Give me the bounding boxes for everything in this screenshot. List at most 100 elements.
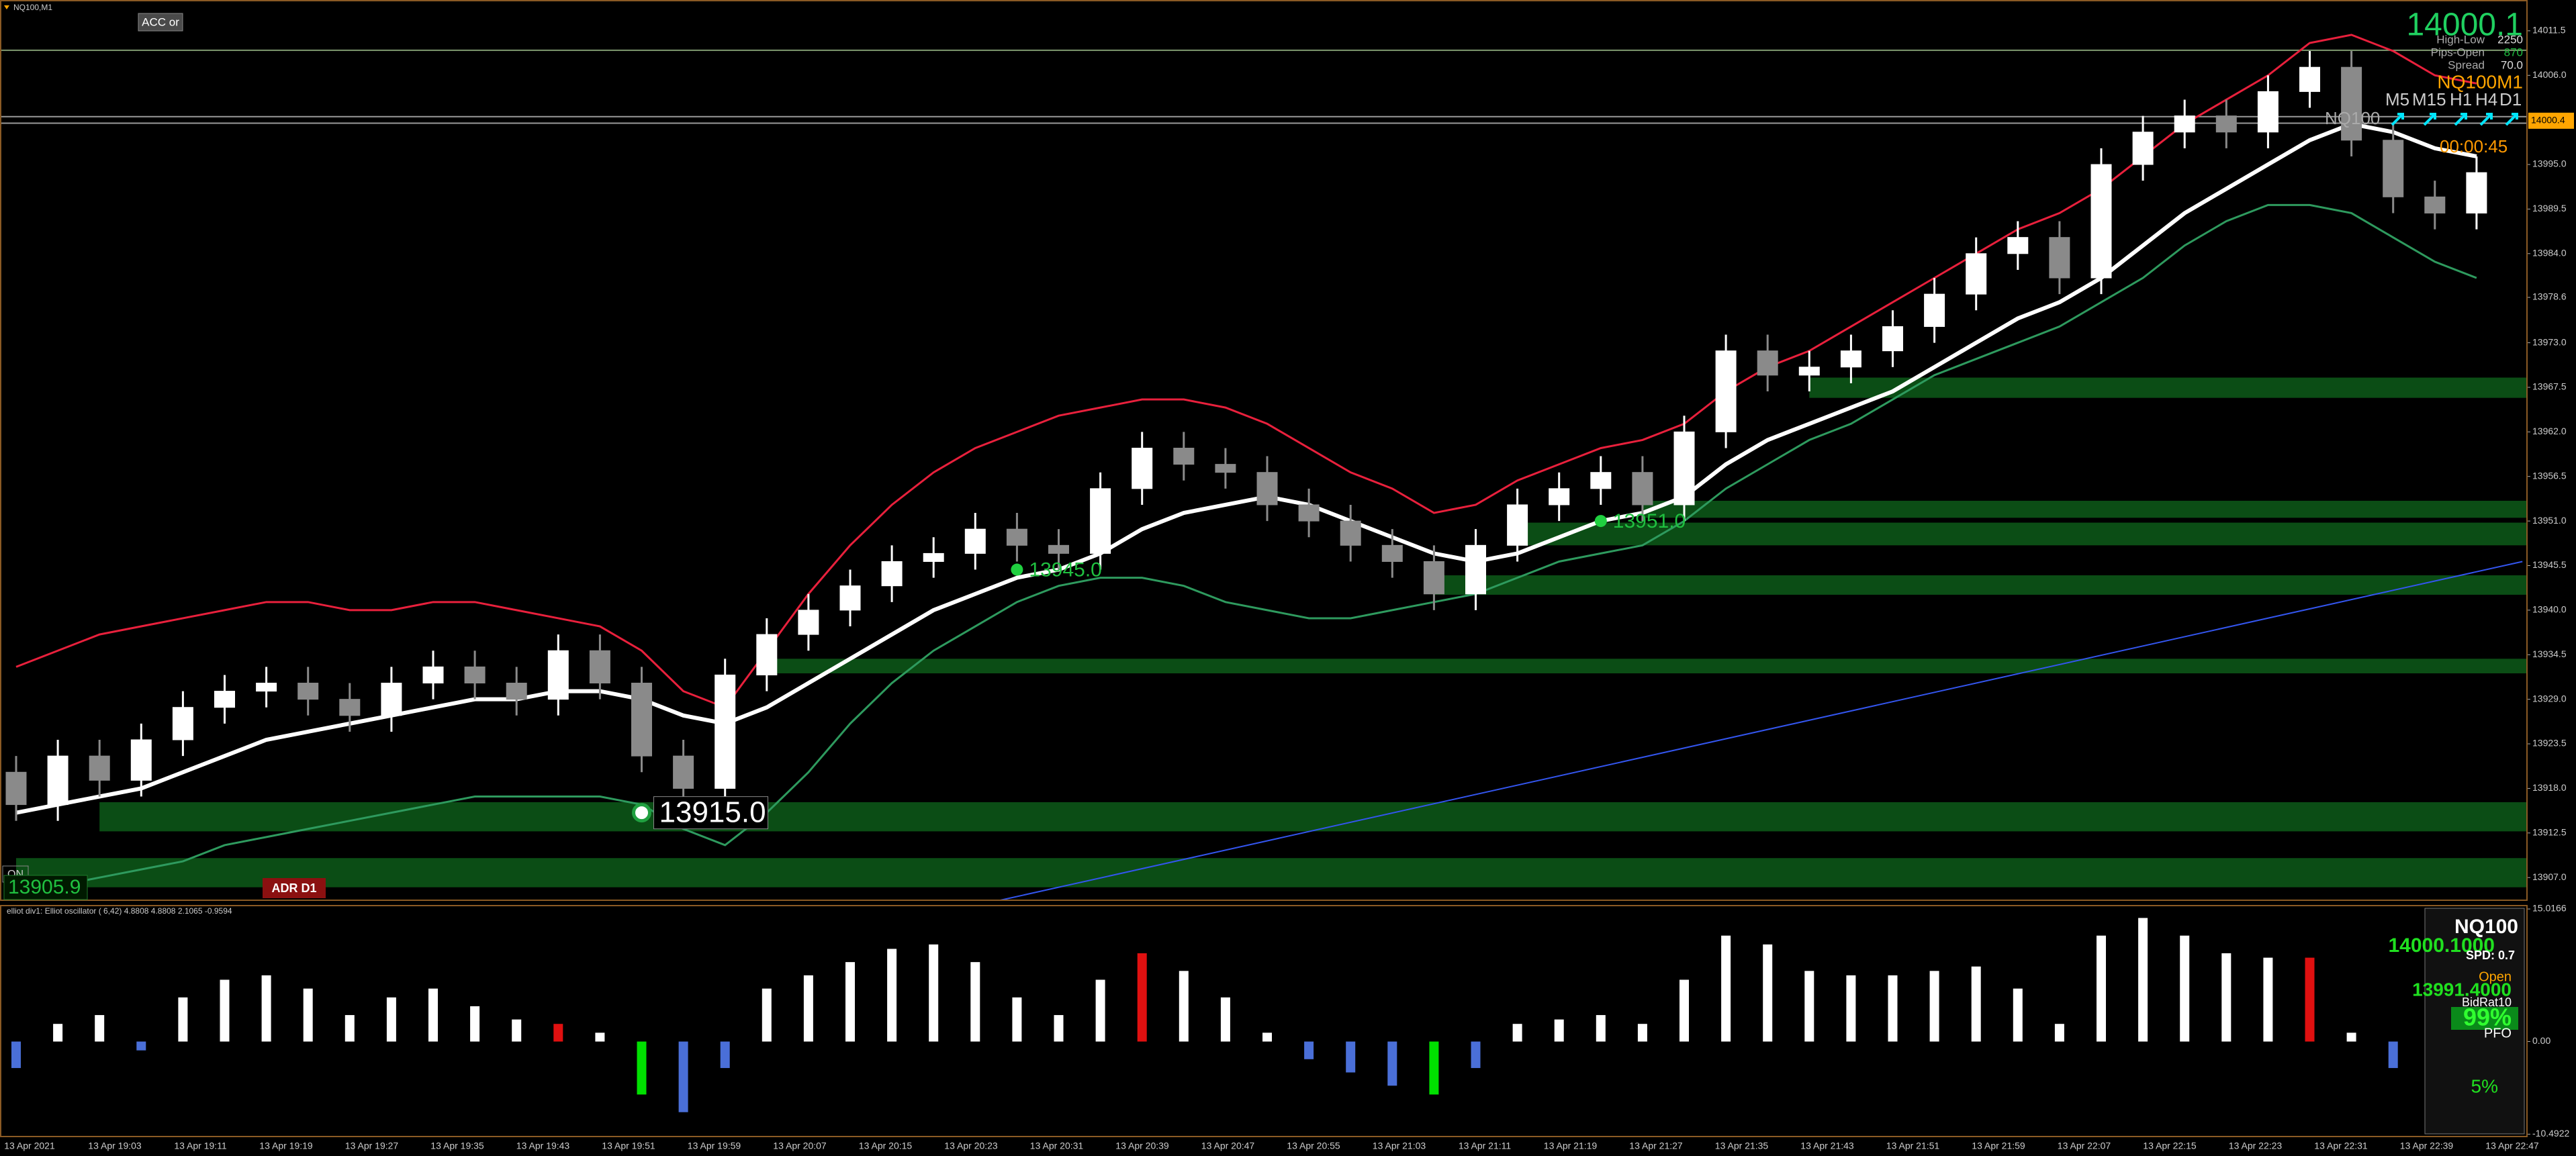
y-tick-label: 13907.0 xyxy=(2532,871,2567,882)
day-low-label: 13905.9 xyxy=(8,876,81,898)
y-tick-label: 13962.0 xyxy=(2532,426,2567,436)
x-tick-label: 13 Apr 22:31 xyxy=(2314,1141,2368,1151)
candle-body xyxy=(1340,520,1361,546)
candle-body xyxy=(923,552,944,562)
bar-countdown: 00:00:45 xyxy=(2440,136,2508,156)
y-tick-label: -10.4922 xyxy=(2532,1128,2569,1139)
zone xyxy=(1434,575,2527,595)
zone xyxy=(1517,522,2527,546)
y-tick-label: 13934.5 xyxy=(2532,648,2567,659)
oscillator-bar xyxy=(2180,935,2190,1042)
spread-label: Spread xyxy=(2448,58,2485,71)
oscillator-bar xyxy=(887,949,897,1042)
candle-body xyxy=(89,755,110,781)
candle-body xyxy=(1882,326,1903,352)
oscillator-bar xyxy=(1763,944,1773,1042)
candle-body xyxy=(2007,237,2029,254)
panel-pfo: PFO xyxy=(2484,1026,2512,1041)
y-tick-label: 14006.0 xyxy=(2532,69,2567,80)
indicator-line xyxy=(15,34,2477,709)
y-tick-label: 13918.0 xyxy=(2532,782,2567,793)
panel-percent: 5% xyxy=(2471,1075,2498,1096)
candle-body xyxy=(756,634,778,675)
oscillator-bar xyxy=(1846,975,1856,1042)
candle-body xyxy=(2215,115,2237,133)
annotation-box xyxy=(653,796,768,830)
oscillator-bar xyxy=(1262,1032,1272,1042)
oscillator-bar xyxy=(303,988,313,1042)
oscillator-bar xyxy=(2346,1032,2356,1042)
oscillator-bar xyxy=(1304,1041,1314,1059)
oscillator-bar xyxy=(428,988,438,1042)
candle-body xyxy=(839,585,861,611)
oscillator-bar xyxy=(1429,1041,1439,1095)
oscillator-bar xyxy=(344,1015,355,1042)
oscillator-bar xyxy=(1220,997,1230,1042)
oscillator-bar xyxy=(720,1041,730,1068)
oscillator-bar xyxy=(803,975,813,1042)
candle-body xyxy=(1715,350,1737,432)
panel-symbol: NQ100 xyxy=(2454,916,2518,938)
timeframe-arrows xyxy=(2391,113,2518,126)
candle-body xyxy=(1840,350,1861,368)
oscillator-bar xyxy=(1054,1015,1064,1042)
zone xyxy=(766,659,2527,674)
candle-body xyxy=(1298,504,1320,522)
x-tick-label: 13 Apr 2021 xyxy=(4,1141,55,1151)
panel-bid: 14000.1000 xyxy=(2389,934,2495,957)
adr-label: ADR D1 xyxy=(271,881,316,895)
symbol-timeframe: NQ100M1 xyxy=(2437,71,2523,92)
oscillator-bar xyxy=(2097,935,2106,1042)
candle-body xyxy=(1966,253,1987,295)
candle-body xyxy=(1757,350,1778,376)
candle-body xyxy=(881,561,903,587)
candle-body xyxy=(2090,164,2112,279)
y-tick-label: 15.0166 xyxy=(2532,903,2567,914)
oscillator-bar xyxy=(970,962,980,1042)
candle-body xyxy=(47,755,68,806)
oscillator-bar xyxy=(553,1024,563,1042)
x-tick-label: 13 Apr 21:03 xyxy=(1373,1141,1426,1151)
oscillator-bar xyxy=(2221,953,2232,1042)
oscillator-bar xyxy=(1012,997,1022,1042)
x-tick-label: 13 Apr 20:23 xyxy=(944,1141,998,1151)
candle-body xyxy=(1590,472,1612,489)
y-tick-label: 13923.5 xyxy=(2532,738,2567,749)
y-tick-label: 13945.5 xyxy=(2532,559,2567,570)
oscillator-bar xyxy=(1721,935,1731,1042)
candle-body xyxy=(2132,132,2154,165)
panel-ratio: 99% xyxy=(2463,1004,2512,1031)
oscillator-bar xyxy=(1387,1041,1397,1086)
x-tick-label: 13 Apr 21:59 xyxy=(1972,1141,2025,1151)
oscillator-bar xyxy=(1888,975,1898,1042)
x-tick-label: 13 Apr 20:47 xyxy=(1201,1141,1255,1151)
y-tick-label: 13989.5 xyxy=(2532,203,2567,213)
annotation-dot xyxy=(1594,515,1607,528)
last-price-box xyxy=(2528,112,2574,129)
x-tick-label: 13 Apr 21:19 xyxy=(1544,1141,1598,1151)
candle-body xyxy=(1215,464,1236,473)
y-tick-label: 13929.0 xyxy=(2532,693,2567,704)
menu-triangle xyxy=(4,5,9,9)
y-tick-label: 13967.5 xyxy=(2532,381,2567,392)
candle-body xyxy=(464,666,486,684)
candle-body xyxy=(1673,431,1695,505)
x-tick-label: 13 Apr 21:43 xyxy=(1800,1141,1854,1151)
candle-body xyxy=(715,674,736,789)
candle-body xyxy=(2466,172,2487,213)
y-tick-label: 13912.5 xyxy=(2532,827,2567,838)
pips-open-label: Pips-Open xyxy=(2431,46,2485,58)
oscillator-bar xyxy=(1637,1024,1647,1042)
adr-box xyxy=(263,878,326,898)
candle-body xyxy=(2049,237,2070,279)
x-tick-label: 13 Apr 21:51 xyxy=(1886,1141,1940,1151)
candle-body xyxy=(1423,561,1444,595)
y-tick-label: 13956.5 xyxy=(2532,470,2567,481)
y-tick-label: 13995.0 xyxy=(2532,158,2567,169)
y-tick-label: 13940.0 xyxy=(2532,604,2567,615)
x-tick-label: 13 Apr 19:19 xyxy=(259,1141,313,1151)
oscillator-bar xyxy=(136,1041,146,1051)
candle-body xyxy=(1048,544,1069,554)
arrow xyxy=(2479,113,2493,126)
timeframe: M5 xyxy=(2385,89,2409,109)
